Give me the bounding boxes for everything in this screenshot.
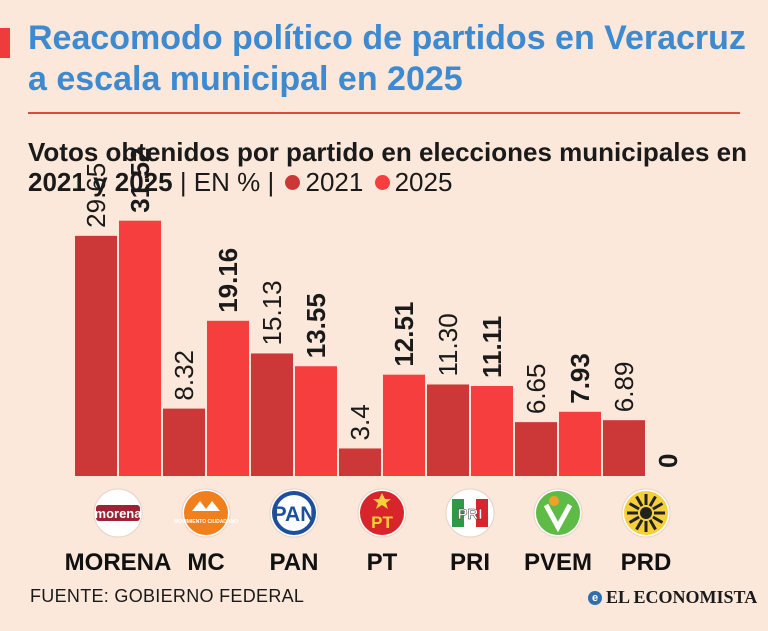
- category-label-pri: PRI: [450, 549, 490, 576]
- prd-logo-core: [640, 507, 652, 519]
- value-label-pt-2021: 3.4: [345, 404, 375, 440]
- prd-logo-ray: [628, 502, 640, 511]
- value-label-morena-2025: 31.52: [125, 148, 155, 213]
- category-label-pan: PAN: [270, 549, 319, 576]
- bar-pri-2025: [471, 386, 513, 476]
- value-label-pri-2025: 11.11: [477, 316, 507, 378]
- pvem-logo-check: [543, 503, 573, 533]
- mc-logo-fill: [184, 491, 228, 535]
- pvem-logo-fill: [536, 491, 580, 535]
- value-label-pri-2021: 11.30: [433, 313, 463, 376]
- value-label-pt-2025: 12.51: [389, 302, 419, 367]
- value-label-pan-2025: 13.55: [301, 293, 331, 358]
- prd-logo-ray: [652, 502, 664, 511]
- value-label-pvem-2021: 6.65: [521, 364, 551, 415]
- pri-logo-green: [452, 499, 464, 527]
- pt-logo-star: [373, 493, 391, 509]
- legend-label-2025: 2025: [394, 167, 453, 197]
- morena-logo-text: morena: [95, 506, 143, 521]
- prd-logo-ray: [648, 519, 657, 531]
- pri-logo-white: [464, 499, 476, 527]
- category-label-prd: PRD: [621, 549, 672, 576]
- value-label-mc-2025: 19.16: [213, 248, 243, 313]
- bar-pt-2021: [339, 448, 381, 476]
- bar-mc-2025: [207, 320, 249, 476]
- legend-swatch-2025: [374, 175, 390, 191]
- pvem-logo-toucan: [549, 496, 559, 506]
- bar-pan-2025: [295, 366, 337, 476]
- pan-logo-inner: [276, 495, 312, 531]
- category-label-morena: MORENA: [65, 549, 172, 576]
- mc-logo-text: MOVIMIENTO CIUDADANO: [174, 519, 238, 525]
- pri-logo-text: PRI: [457, 506, 482, 523]
- brand-logo: e EL ECONOMISTA: [588, 587, 757, 608]
- pri-logo-red: [476, 499, 488, 527]
- legend-label-2021: 2021: [305, 167, 364, 197]
- bar-prd-2021: [603, 420, 645, 476]
- mc-logo-eagle: [192, 501, 220, 511]
- value-label-pvem-2025: 7.93: [565, 353, 595, 404]
- subtitle-unit: | EN % |: [179, 167, 275, 197]
- value-label-mc-2021: 8.32: [169, 350, 199, 401]
- brand-icon: e: [588, 590, 602, 605]
- prd-logo-ray: [635, 495, 644, 507]
- morena-logo-band: [96, 505, 140, 521]
- brand-name: EL ECONOMISTA: [606, 587, 758, 607]
- title-accent-bar: [0, 28, 10, 58]
- prd-logo-ray: [648, 495, 657, 507]
- category-label-mc: MC: [187, 549, 224, 576]
- prd-logo-ray: [635, 519, 644, 531]
- bar-pt-2025: [383, 374, 425, 476]
- bar-morena-2025: [119, 220, 161, 476]
- subtitle-main: Votos obtenidos por partido en eleccione…: [28, 137, 747, 197]
- chart-title: Reacomodo político de partidos en Veracr…: [28, 19, 746, 98]
- prd-logo-ray: [628, 515, 640, 524]
- value-label-prd-2021: 6.89: [609, 362, 639, 413]
- value-label-prd-2025: 0: [653, 454, 683, 468]
- bar-pri-2021: [427, 384, 469, 476]
- title-divider: [28, 112, 740, 114]
- bar-pvem-2021: [515, 422, 557, 476]
- bar-pvem-2025: [559, 411, 601, 476]
- category-label-pt: PT: [367, 549, 398, 576]
- bar-pan-2021: [251, 353, 293, 476]
- category-label-pvem: PVEM: [524, 549, 592, 576]
- bar-mc-2021: [163, 408, 205, 476]
- value-label-morena-2021: 29.65: [81, 163, 111, 228]
- bar-morena-2021: [75, 235, 117, 476]
- legend-swatch-2021: [285, 175, 301, 191]
- chart-subtitle: Votos obtenidos por partido en eleccione…: [28, 137, 758, 197]
- pt-logo-text: PT: [371, 513, 393, 532]
- prd-logo-ray: [652, 515, 664, 524]
- source-note: FUENTE: GOBIERNO FEDERAL: [30, 586, 305, 606]
- pt-logo-fill: [360, 491, 404, 535]
- pan-logo-text: PAN: [273, 503, 316, 526]
- value-label-pan-2021: 15.13: [257, 280, 287, 345]
